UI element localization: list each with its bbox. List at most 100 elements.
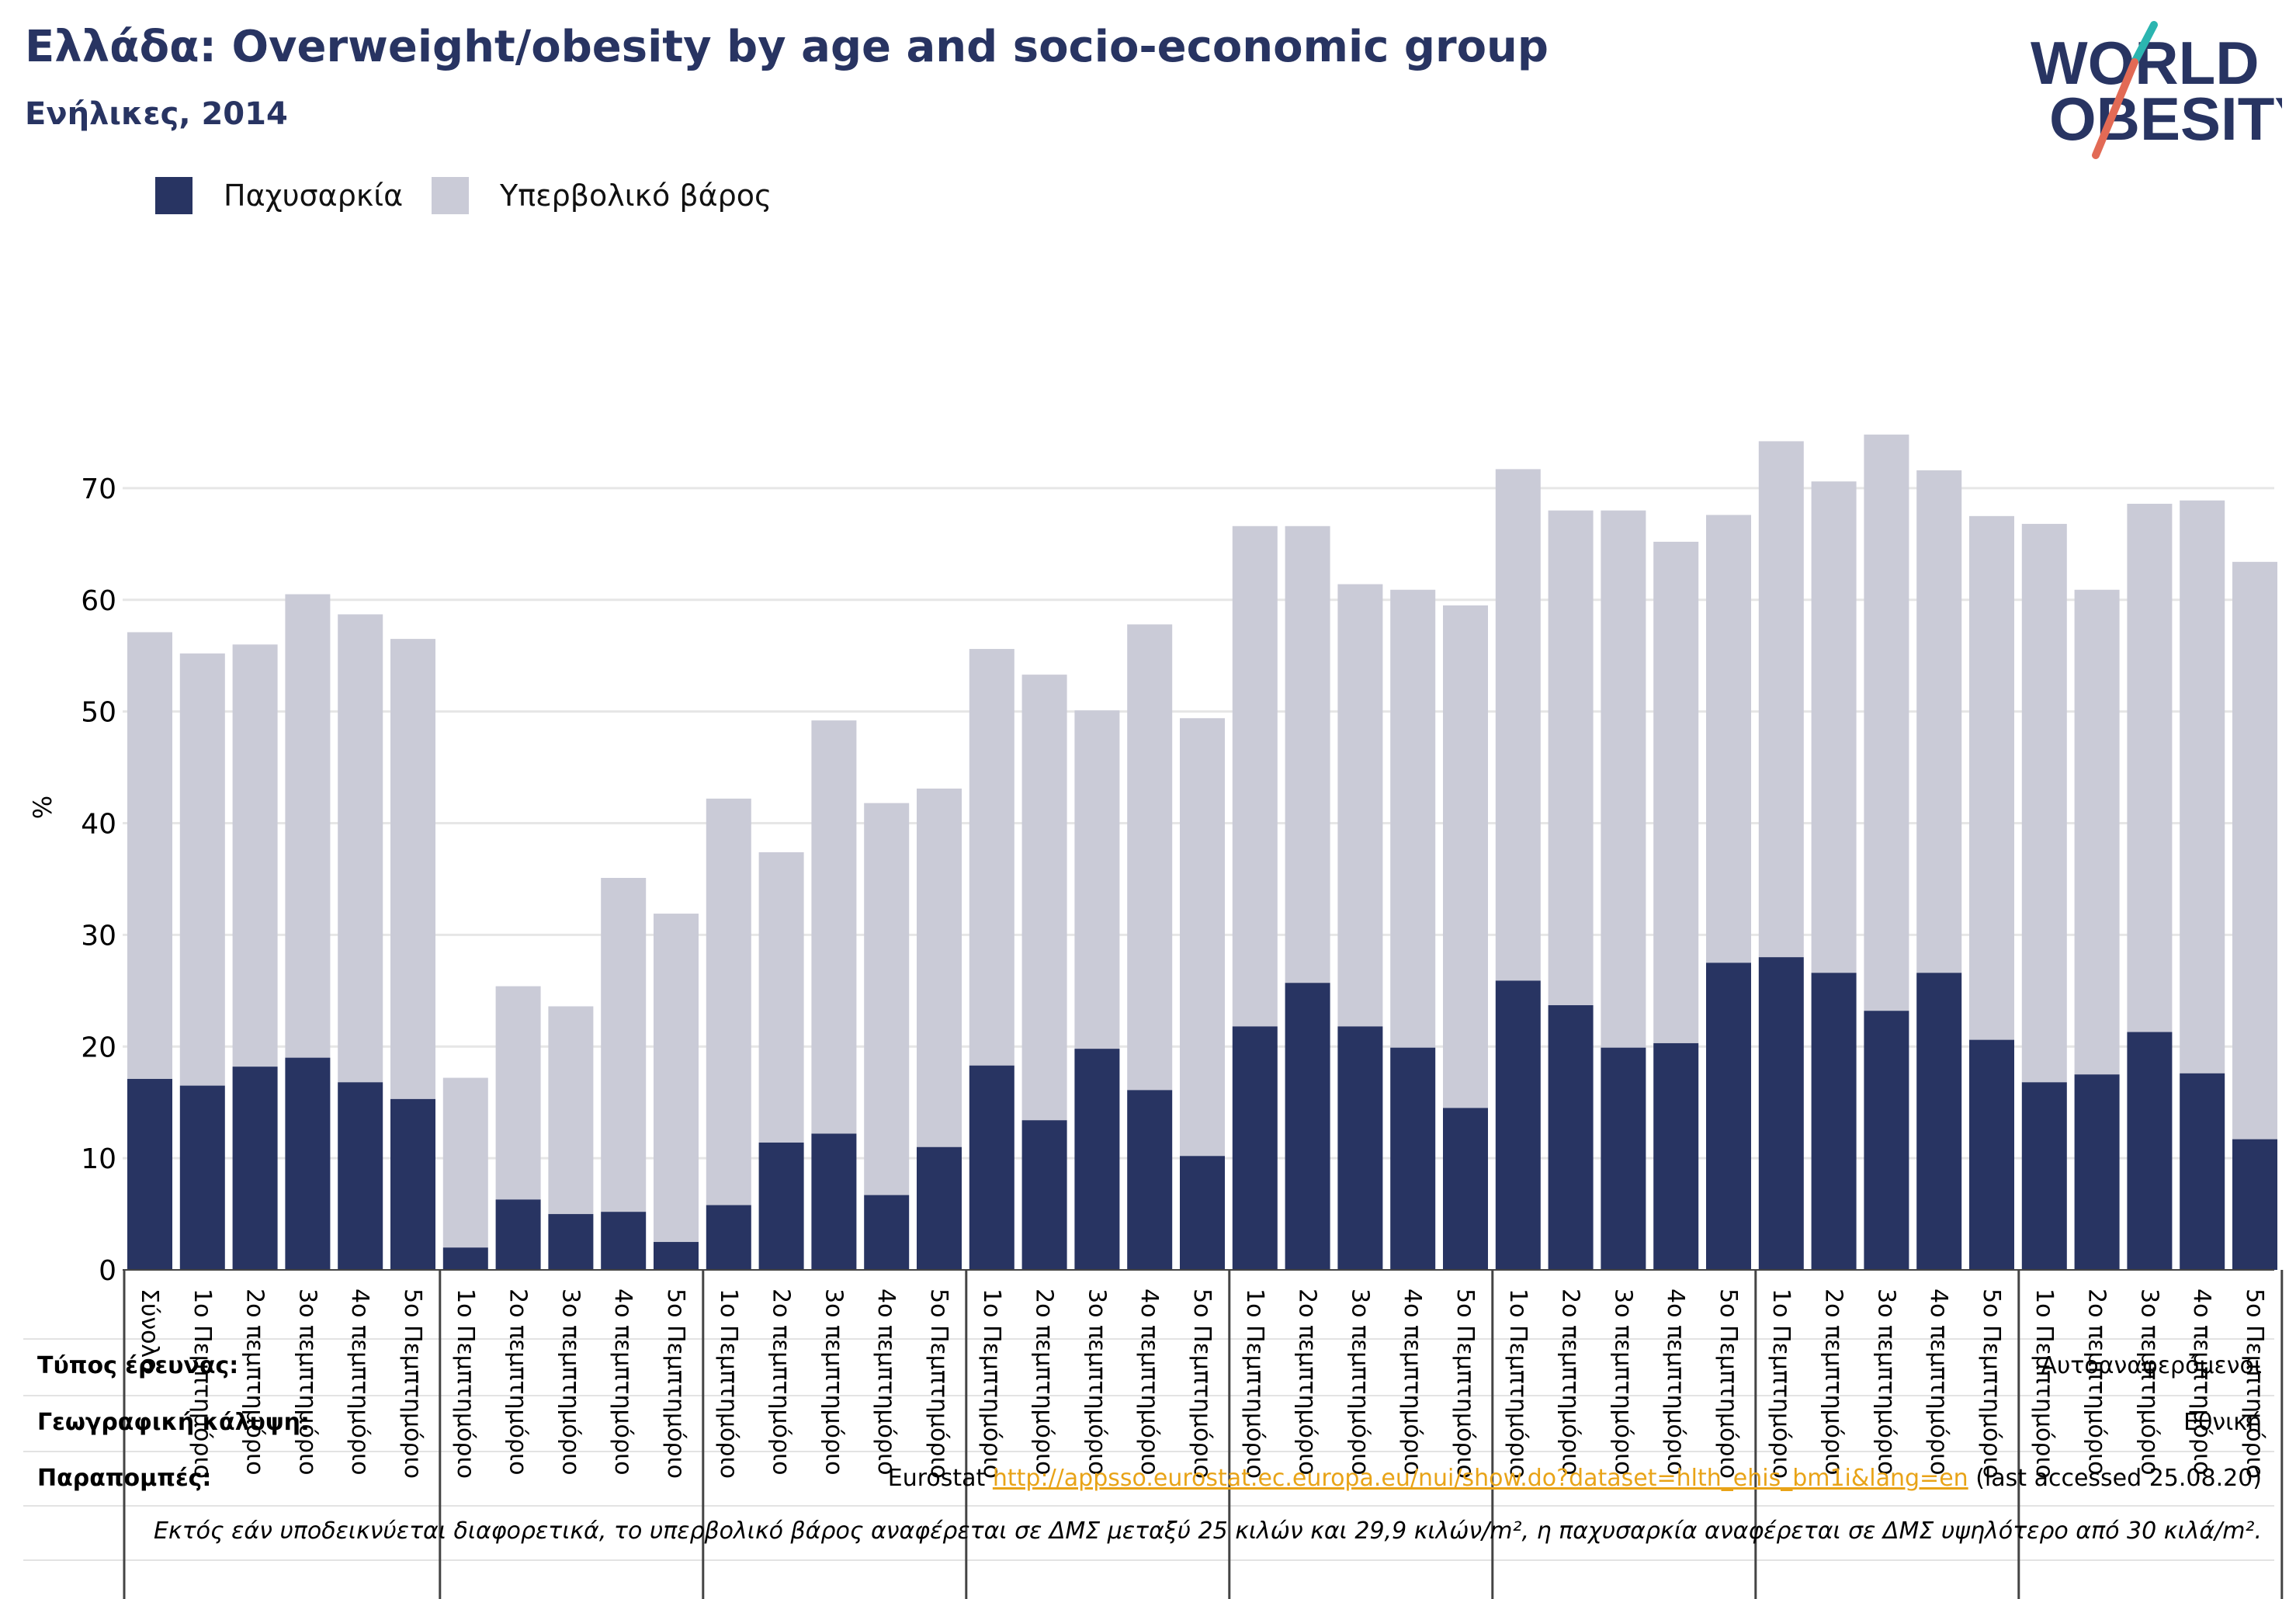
- x-tick-label: 4ο πεμπτημόριο: [609, 1289, 636, 1475]
- bar-obesity: [1127, 1090, 1173, 1270]
- bar-obesity: [2074, 1074, 2120, 1270]
- x-tick-label: 2ο πεμπτημόριο: [1820, 1289, 1847, 1475]
- references-link[interactable]: http://appsso.eurostat.ec.europa.eu/nui/…: [992, 1465, 1968, 1492]
- bar-overweight: [442, 1077, 488, 1248]
- bar-overweight: [1758, 441, 1804, 958]
- x-tick-label: 5ο Πεμπτημόριο: [1451, 1289, 1479, 1479]
- bar-obesity: [1706, 963, 1751, 1270]
- x-tick-label: 2ο πεμπτημόριο: [505, 1289, 532, 1475]
- x-tick-label: 5ο Πεμπτημόριο: [1715, 1289, 1742, 1479]
- bar-obesity: [1443, 1108, 1488, 1270]
- bar-overweight: [1864, 434, 1909, 1011]
- x-tick-label: 4ο πεμπτημόριο: [1399, 1289, 1426, 1475]
- legend-swatch-overweight: [432, 177, 469, 214]
- bar-obesity: [864, 1195, 910, 1270]
- coverage-label: Γεωγραφική κάλυψη:: [37, 1409, 310, 1436]
- bar-overweight: [969, 649, 1014, 1066]
- bar-overweight: [495, 986, 541, 1200]
- bar-overweight: [758, 852, 804, 1143]
- x-tick-label: 5ο Πεμπτημόριο: [399, 1289, 426, 1479]
- bar-overweight: [548, 1006, 594, 1215]
- bar-obesity: [1811, 973, 1857, 1270]
- x-tick-label: 1ο Πεμπτημόριο: [189, 1289, 216, 1479]
- bar-obesity: [1180, 1156, 1225, 1270]
- x-tick-label: 1ο Πεμπτημόριο: [1767, 1289, 1795, 1479]
- references-label: Παραπομπές:: [37, 1465, 212, 1492]
- bar-overweight: [2232, 561, 2277, 1139]
- footnote: Εκτός εάν υποδεικνύεται διαφορετικά, το …: [153, 1517, 2262, 1545]
- bar-obesity: [2127, 1032, 2173, 1270]
- y-tick-label: 60: [81, 585, 116, 617]
- legend-item-overweight: Υπερβολικό βάρος: [432, 177, 772, 214]
- bar-overweight: [811, 720, 857, 1134]
- legend-label-overweight: Υπερβολικό βάρος: [500, 179, 772, 213]
- logo-text-obesity: OBESITY: [2049, 85, 2282, 153]
- legend-label-obesity: Παχυσαρκία: [224, 179, 404, 213]
- bar-overweight: [1337, 584, 1383, 1027]
- x-tick-label: 2ο πεμπτημόριο: [241, 1289, 269, 1475]
- x-tick-label: 4ο πεμπτημόριο: [1136, 1289, 1163, 1475]
- bar-overweight: [2074, 589, 2120, 1075]
- bar-overweight: [1021, 675, 1067, 1121]
- bar-overweight: [1127, 624, 1173, 1091]
- y-tick-label: 50: [81, 697, 116, 729]
- bar-obesity: [442, 1247, 488, 1270]
- x-tick-label: 5ο Πεμπτημόριο: [1188, 1289, 1216, 1479]
- bar-obesity: [1601, 1047, 1646, 1270]
- chart-subtitle: Ενήλικες, 2014: [25, 96, 288, 132]
- x-tick-label: 1ο Πεμπτημόριο: [452, 1289, 479, 1479]
- bar-overweight: [1916, 470, 1962, 973]
- y-tick-label: 20: [81, 1032, 116, 1063]
- bar-obesity: [2180, 1073, 2225, 1270]
- x-tick-label: 2ο πεμπτημόριο: [768, 1289, 795, 1475]
- bar-obesity: [232, 1067, 278, 1270]
- bar-obesity: [285, 1057, 331, 1270]
- bar-overweight: [917, 788, 962, 1147]
- x-tick-labels: Σύνολο 1ο Πεμπτημόριο 2ο πεμπτημόριο 3ο πεμ…: [136, 1289, 2268, 1479]
- bar-obesity: [548, 1214, 594, 1270]
- bar-overweight: [1232, 525, 1278, 1027]
- bar-obesity: [1074, 1049, 1120, 1270]
- x-tick-label: Σύνολο: [136, 1289, 163, 1372]
- bar-obesity: [706, 1205, 751, 1270]
- bar-obesity: [1653, 1042, 1699, 1270]
- bar-overweight: [654, 914, 699, 1243]
- x-tick-label: 5ο Πεμπτημόριο: [2241, 1289, 2268, 1479]
- x-tick-label: 5ο Πεμπτημόριο: [925, 1289, 952, 1479]
- bar-obesity: [2021, 1082, 2067, 1270]
- survey-type-label: Τύπος έρευνας:: [37, 1352, 239, 1379]
- y-tick-label: 0: [99, 1255, 116, 1287]
- bar-obesity: [1337, 1026, 1383, 1270]
- x-tick-label: 2ο πεμπτημόριο: [2083, 1289, 2110, 1475]
- bar-obesity: [1232, 1026, 1278, 1270]
- x-tick-label: 5ο Πεμπτημόριο: [662, 1289, 689, 1479]
- bar-obesity: [1548, 1005, 1594, 1270]
- bar-obesity: [1495, 980, 1541, 1270]
- logo-slash-coral: [2092, 58, 2138, 159]
- bar-obesity: [1758, 957, 1804, 1270]
- x-tick-label: 5ο Πεμπτημόριο: [1978, 1289, 2005, 1479]
- bar-overweight: [2021, 523, 2067, 1083]
- bar-obesity: [917, 1146, 962, 1270]
- x-tick-label: 4ο πεμπτημόριο: [872, 1289, 900, 1475]
- bar-overweight: [232, 644, 278, 1067]
- bar-obesity: [1390, 1047, 1436, 1270]
- logo-slash-teal: [2131, 21, 2158, 66]
- x-tick-label: 3ο πεμπτημόριο: [1083, 1289, 1110, 1475]
- bar-overweight: [864, 803, 910, 1195]
- bar-obesity: [1021, 1120, 1067, 1270]
- bar-overweight: [179, 653, 225, 1086]
- bar-overweight: [338, 614, 383, 1083]
- references-value: Eurostat http://appsso.eurostat.ec.europ…: [888, 1465, 2262, 1492]
- x-tick-label: 2ο πεμπτημόριο: [1031, 1289, 1058, 1475]
- x-tick-label: 3ο πεμπτημόριο: [557, 1289, 584, 1475]
- x-tick-label: 3ο πεμπτημόριο: [1609, 1289, 1636, 1475]
- y-tick-label: 40: [81, 809, 116, 841]
- bar-obesity: [1916, 973, 1962, 1270]
- bar-overweight: [1706, 515, 1751, 963]
- coverage-value: Εθνική: [2183, 1409, 2262, 1436]
- bar-obesity: [654, 1242, 699, 1270]
- bar-obesity: [969, 1065, 1014, 1270]
- bar-overweight: [1390, 589, 1436, 1048]
